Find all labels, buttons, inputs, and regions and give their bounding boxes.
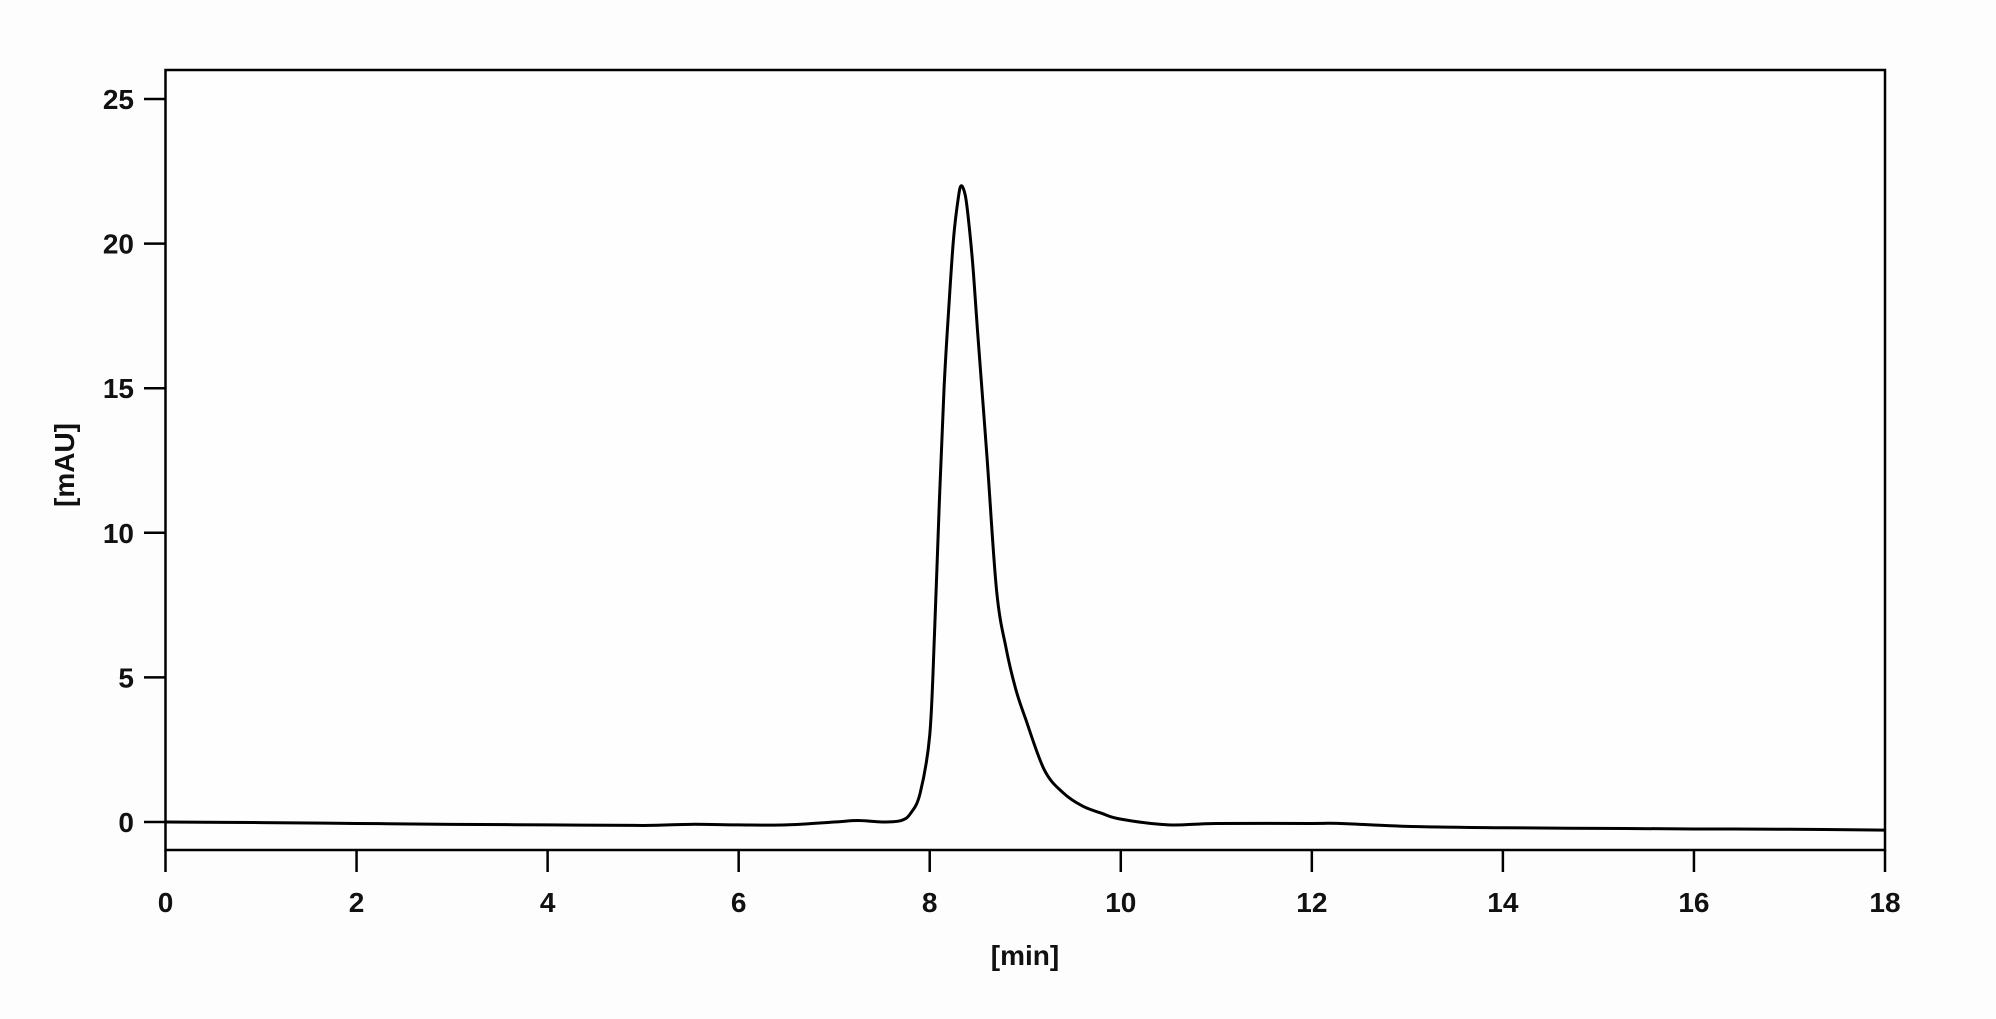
y-tick-label: 20 [103,229,134,260]
x-axis-label: [min] [991,940,1059,971]
y-tick-label: 10 [103,518,134,549]
x-tick-label: 2 [349,887,365,918]
chromatogram-trace [165,184,1886,832]
x-tick-label: 8 [922,887,938,918]
x-tick-label: 10 [1105,887,1136,918]
x-tick-label: 12 [1296,887,1327,918]
y-axis: 0 5 10 15 20 25 [103,84,166,838]
plot-frame [164,68,1887,852]
x-tick-label: 16 [1678,887,1709,918]
y-tick-label: 5 [118,662,134,693]
x-tick-label: 4 [540,887,556,918]
x-tick-label: 14 [1487,887,1519,918]
y-tick-label: 15 [103,373,134,404]
x-tick-label: 0 [158,887,174,918]
x-tick-label: 18 [1869,887,1900,918]
x-tick-label: 6 [731,887,747,918]
x-axis: 0 2 4 6 8 10 12 14 16 18 [158,850,1901,918]
y-axis-label: [mAU] [49,423,80,507]
y-tick-label: 25 [103,84,134,115]
y-tick-label: 0 [118,807,134,838]
